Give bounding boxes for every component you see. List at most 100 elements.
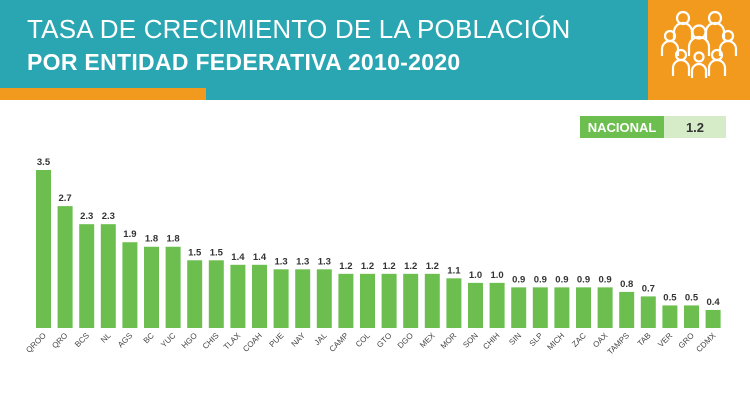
bar-jal (316, 269, 332, 328)
category-label-camp: CAMP (328, 331, 351, 354)
data-label-chis: 1.5 (210, 247, 224, 258)
category-label-bc: BC (142, 331, 156, 345)
category-label-ags: AGS (116, 331, 134, 349)
bar-tamps (619, 291, 635, 328)
category-label-chih: CHIH (481, 331, 501, 351)
data-label-cdmx: 0.4 (706, 297, 720, 308)
category-label-col: COL (354, 331, 372, 349)
category-label-mor: MOR (439, 331, 459, 351)
category-label-ver: VER (656, 331, 674, 349)
data-label-tlax: 1.4 (231, 252, 245, 263)
data-label-bcs: 2.3 (80, 211, 93, 222)
bar-mex (424, 273, 440, 328)
bar-chis (208, 260, 224, 328)
data-label-ver: 0.5 (663, 292, 677, 303)
national-rate-box: NACIONAL 1.2 (580, 116, 726, 138)
data-label-qro: 2.7 (58, 193, 71, 204)
data-label-mex: 1.2 (426, 261, 439, 272)
bar-nay (295, 269, 311, 328)
data-label-coah: 1.4 (253, 252, 267, 263)
bar-mor (446, 278, 462, 328)
bar-camp (338, 273, 354, 328)
category-label-nl: NL (99, 331, 113, 345)
category-label-gto: GTO (375, 331, 394, 350)
category-label-gro: GRO (677, 331, 696, 350)
category-label-tlax: TLAX (222, 331, 243, 352)
bar-son (468, 282, 483, 328)
bar-chart: 3.5 QROO 2.7 QRO 2.3 BCS 2.3 NL 1.9 AGS 1.8 BC 1.8 YU… (24, 157, 721, 356)
bar-nl (100, 224, 116, 328)
header-banner: TASA DE CRECIMIENTO DE LA POBLACIÓN POR … (0, 0, 750, 100)
data-label-dgo: 1.2 (404, 261, 417, 272)
bar-yuc (165, 246, 181, 328)
category-label-coah: COAH (241, 331, 264, 354)
category-label-oax: OAX (591, 331, 610, 350)
bar-chih (489, 282, 505, 328)
category-label-bcs: BCS (73, 331, 91, 349)
category-label-slp: SLP (528, 331, 545, 348)
data-label-mor: 1.1 (447, 265, 461, 276)
bar-sin (511, 287, 527, 328)
bar-qro (57, 206, 73, 328)
data-label-camp: 1.2 (339, 261, 352, 272)
data-label-qroo: 3.5 (37, 157, 51, 168)
data-label-zac: 0.9 (577, 274, 590, 285)
bar-slp (532, 287, 548, 328)
category-label-tab: TAB (636, 331, 653, 348)
data-label-son: 1.0 (469, 270, 482, 281)
category-label-yuc: YUC (159, 331, 177, 349)
bar-coah (252, 264, 267, 328)
data-label-ags: 1.9 (123, 229, 136, 240)
bar-gro (684, 305, 699, 328)
data-label-pue: 1.3 (274, 256, 287, 267)
bar-dgo (403, 273, 419, 328)
bar-bcs (79, 224, 95, 328)
bar-col (360, 273, 375, 328)
data-label-bc: 1.8 (145, 234, 158, 245)
data-label-tab: 0.7 (642, 283, 655, 294)
category-label-hgo: HGO (180, 331, 199, 350)
bar-hgo (187, 260, 203, 328)
data-label-gto: 1.2 (382, 261, 395, 272)
bar-zac (576, 287, 591, 328)
category-label-qroo: QROO (24, 331, 48, 355)
category-label-mich: MICH (545, 331, 566, 352)
category-label-mex: MEX (418, 331, 437, 350)
data-label-oax: 0.9 (598, 274, 611, 285)
category-label-sin: SIN (507, 331, 523, 347)
category-label-pue: PUE (268, 331, 286, 349)
bar-ver (662, 305, 678, 328)
logo-box (648, 0, 750, 100)
national-value: 1.2 (664, 116, 726, 138)
category-label-cdmx: CDMX (694, 331, 717, 354)
bar-qroo (36, 170, 51, 328)
data-label-yuc: 1.8 (166, 234, 179, 245)
category-label-jal: JAL (313, 331, 330, 348)
category-label-son: SON (461, 331, 480, 350)
category-label-chis: CHIS (201, 331, 221, 351)
data-label-nay: 1.3 (296, 256, 309, 267)
bar-pue (273, 269, 289, 328)
data-label-hgo: 1.5 (188, 247, 202, 258)
data-label-chih: 1.0 (490, 270, 503, 281)
category-label-qro: QRO (50, 331, 69, 350)
bar-cdmx (705, 309, 721, 328)
national-label: NACIONAL (580, 116, 664, 138)
title-line-2: POR ENTIDAD FEDERATIVA 2010-2020 (27, 49, 461, 75)
data-label-jal: 1.3 (318, 256, 331, 267)
data-label-tamps: 0.8 (620, 279, 633, 290)
category-label-nay: NAY (290, 331, 308, 349)
data-label-col: 1.2 (361, 261, 374, 272)
population-group-icon (660, 10, 738, 78)
category-label-zac: ZAC (570, 331, 588, 349)
header-accent-bar (0, 88, 206, 100)
bar-bc (144, 246, 159, 328)
bar-ags (122, 242, 138, 328)
category-label-tamps: TAMPS (606, 331, 631, 356)
data-label-slp: 0.9 (534, 274, 547, 285)
bar-tlax (230, 264, 246, 328)
bar-oax (597, 287, 613, 328)
title-line-1: TASA DE CRECIMIENTO DE LA POBLACIÓN (27, 14, 571, 44)
data-label-sin: 0.9 (512, 274, 525, 285)
bar-mich (554, 287, 570, 328)
